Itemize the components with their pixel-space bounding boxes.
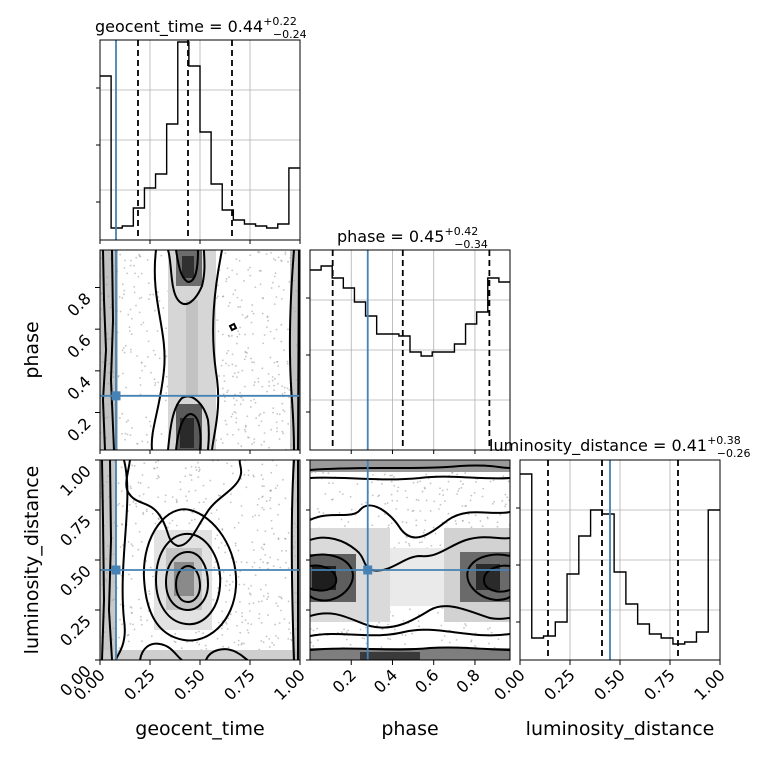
y-tick-label-phase: 0.2 (63, 414, 94, 445)
x-tick-label-phase: 0.6 (411, 665, 442, 696)
frame-phase (309, 249, 511, 451)
title-luminosity-distance: luminosity_distance = 0.41+0.38 −0.26 (489, 434, 751, 460)
x-tick-label-luminosity-distance: 0.00 (490, 665, 529, 704)
x-tick-label-geocent-time: 0.75 (220, 665, 259, 704)
x-tick-label-phase: 0.8 (452, 665, 483, 696)
truth-marker-phase-vs-luminosity-distance (363, 565, 373, 575)
scatter-phase-vs-luminosity-distance (310, 460, 510, 660)
y-tick-label-phase: 0.8 (63, 289, 94, 320)
ylabel-phase: phase (21, 321, 43, 378)
xlabel-phase: phase (381, 718, 438, 740)
histogram-steps-luminosity-distance (520, 473, 720, 645)
xlabel-geocent-time: geocent_time (135, 718, 264, 740)
x-tick-label-geocent-time: 0.50 (170, 665, 209, 704)
histogram-geocent-time (96, 39, 301, 241)
scatter-geocent-time-vs-luminosity-distance (100, 460, 300, 660)
truth-marker-geocent-time-vs-luminosity-distance (111, 565, 121, 575)
y-tick-label-luminosity-distance: 0.50 (56, 561, 95, 600)
y-tick-label-luminosity-distance: 1.00 (56, 461, 95, 500)
x-tick-label-luminosity-distance: 0.75 (640, 665, 679, 704)
y-tick-label-luminosity-distance: 0.25 (56, 611, 95, 650)
ylabel-luminosity-distance: luminosity_distance (21, 466, 43, 655)
truth-marker-geocent-time-vs-phase (111, 391, 121, 401)
x-tick-label-phase: 0.4 (370, 665, 401, 696)
x-tick-label-luminosity-distance: 1.00 (690, 665, 729, 704)
y-tick-label-phase: 0.4 (63, 372, 94, 403)
histogram-steps-phase (310, 265, 510, 357)
x-tick-label-geocent-time: 1.00 (270, 665, 309, 704)
scatter-geocent-time-vs-phase (100, 250, 300, 450)
y-tick-label-phase: 0.6 (63, 331, 94, 362)
histogram-phase (306, 249, 511, 451)
title-geocent-time: geocent_time = 0.44+0.22 −0.24 (95, 15, 307, 41)
x-tick-label-phase: 0.2 (329, 665, 360, 696)
x-tick-label-luminosity-distance: 0.25 (540, 665, 579, 704)
histogram-luminosity-distance (516, 459, 721, 661)
y-tick-label-luminosity-distance: 0.75 (56, 511, 95, 550)
x-tick-label-luminosity-distance: 0.50 (590, 665, 629, 704)
title-phase: phase = 0.45+0.42 −0.34 (337, 225, 488, 251)
histogram-steps-geocent-time (100, 41, 300, 229)
x-tick-label-geocent-time: 0.25 (120, 665, 159, 704)
xlabel-luminosity-distance: luminosity_distance (526, 718, 715, 740)
